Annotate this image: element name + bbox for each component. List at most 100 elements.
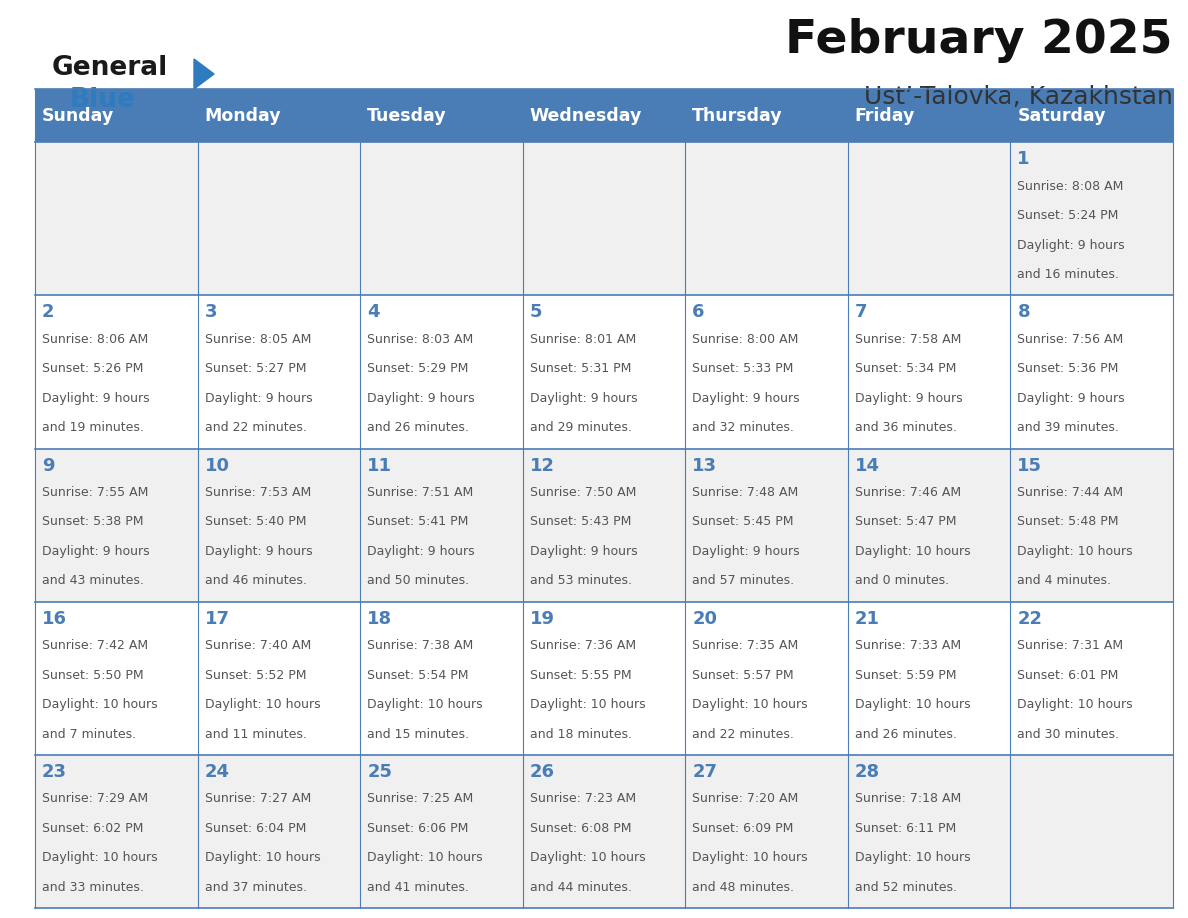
- Text: Sunrise: 7:31 AM: Sunrise: 7:31 AM: [1017, 639, 1124, 652]
- Text: Sunrise: 7:51 AM: Sunrise: 7:51 AM: [367, 486, 473, 499]
- Text: Sunset: 5:55 PM: Sunset: 5:55 PM: [530, 668, 631, 682]
- Text: Sunset: 6:09 PM: Sunset: 6:09 PM: [693, 822, 794, 834]
- Text: 1: 1: [1017, 151, 1030, 168]
- Bar: [685, 142, 848, 296]
- Text: Sunset: 5:43 PM: Sunset: 5:43 PM: [530, 516, 631, 529]
- Text: and 36 minutes.: and 36 minutes.: [855, 421, 956, 434]
- Text: Daylight: 10 hours: Daylight: 10 hours: [204, 698, 321, 711]
- Text: 23: 23: [42, 763, 67, 781]
- Text: 24: 24: [204, 763, 229, 781]
- Bar: [523, 89, 685, 142]
- Bar: [848, 296, 1011, 449]
- Text: Sunrise: 7:50 AM: Sunrise: 7:50 AM: [530, 486, 636, 499]
- Text: Blue: Blue: [70, 87, 135, 113]
- Bar: [360, 755, 523, 908]
- Text: Sunset: 5:26 PM: Sunset: 5:26 PM: [42, 363, 144, 375]
- Text: Sunset: 5:36 PM: Sunset: 5:36 PM: [1017, 363, 1119, 375]
- Bar: [197, 142, 360, 296]
- Text: Monday: Monday: [204, 106, 282, 125]
- Text: and 22 minutes.: and 22 minutes.: [204, 421, 307, 434]
- Text: and 29 minutes.: and 29 minutes.: [530, 421, 632, 434]
- Text: and 50 minutes.: and 50 minutes.: [367, 575, 469, 588]
- Text: and 0 minutes.: and 0 minutes.: [855, 575, 949, 588]
- Bar: [1011, 601, 1173, 755]
- Bar: [685, 89, 848, 142]
- Text: Thursday: Thursday: [693, 106, 783, 125]
- Text: Daylight: 9 hours: Daylight: 9 hours: [204, 545, 312, 558]
- Text: 14: 14: [855, 456, 880, 475]
- Text: Sunrise: 7:53 AM: Sunrise: 7:53 AM: [204, 486, 311, 499]
- Text: and 52 minutes.: and 52 minutes.: [855, 880, 956, 893]
- Text: Sunrise: 7:42 AM: Sunrise: 7:42 AM: [42, 639, 148, 652]
- Text: Saturday: Saturday: [1017, 106, 1106, 125]
- Text: Sunset: 6:01 PM: Sunset: 6:01 PM: [1017, 668, 1119, 682]
- Text: Sunrise: 7:29 AM: Sunrise: 7:29 AM: [42, 792, 148, 805]
- Text: Sunset: 5:24 PM: Sunset: 5:24 PM: [1017, 209, 1119, 222]
- Polygon shape: [194, 59, 214, 89]
- Bar: [1011, 755, 1173, 908]
- Text: and 32 minutes.: and 32 minutes.: [693, 421, 794, 434]
- Text: and 18 minutes.: and 18 minutes.: [530, 728, 632, 741]
- Text: Sunrise: 7:38 AM: Sunrise: 7:38 AM: [367, 639, 473, 652]
- Text: and 48 minutes.: and 48 minutes.: [693, 880, 795, 893]
- Text: Sunrise: 7:58 AM: Sunrise: 7:58 AM: [855, 333, 961, 346]
- Text: Daylight: 9 hours: Daylight: 9 hours: [855, 392, 962, 405]
- Text: 8: 8: [1017, 304, 1030, 321]
- Text: Daylight: 9 hours: Daylight: 9 hours: [42, 545, 150, 558]
- Text: 18: 18: [367, 610, 392, 628]
- Text: Sunset: 5:41 PM: Sunset: 5:41 PM: [367, 516, 468, 529]
- Bar: [685, 449, 848, 601]
- Bar: [685, 296, 848, 449]
- Text: Sunset: 5:33 PM: Sunset: 5:33 PM: [693, 363, 794, 375]
- Bar: [523, 449, 685, 601]
- Text: and 15 minutes.: and 15 minutes.: [367, 728, 469, 741]
- Text: 17: 17: [204, 610, 229, 628]
- Bar: [685, 755, 848, 908]
- Bar: [848, 449, 1011, 601]
- Text: Sunset: 5:59 PM: Sunset: 5:59 PM: [855, 668, 956, 682]
- Text: and 41 minutes.: and 41 minutes.: [367, 880, 469, 893]
- Text: Sunrise: 7:18 AM: Sunrise: 7:18 AM: [855, 792, 961, 805]
- Text: Daylight: 10 hours: Daylight: 10 hours: [204, 851, 321, 864]
- Bar: [360, 449, 523, 601]
- Text: 27: 27: [693, 763, 718, 781]
- Text: Daylight: 10 hours: Daylight: 10 hours: [693, 851, 808, 864]
- Text: Daylight: 10 hours: Daylight: 10 hours: [530, 698, 645, 711]
- Bar: [1011, 449, 1173, 601]
- Text: Sunrise: 7:27 AM: Sunrise: 7:27 AM: [204, 792, 311, 805]
- Text: and 4 minutes.: and 4 minutes.: [1017, 575, 1112, 588]
- Bar: [1011, 89, 1173, 142]
- Text: Sunrise: 7:33 AM: Sunrise: 7:33 AM: [855, 639, 961, 652]
- Text: Sunrise: 7:23 AM: Sunrise: 7:23 AM: [530, 792, 636, 805]
- Text: Daylight: 10 hours: Daylight: 10 hours: [1017, 698, 1133, 711]
- Text: 20: 20: [693, 610, 718, 628]
- Text: Daylight: 9 hours: Daylight: 9 hours: [1017, 392, 1125, 405]
- Text: and 39 minutes.: and 39 minutes.: [1017, 421, 1119, 434]
- Text: 4: 4: [367, 304, 380, 321]
- Text: Sunrise: 7:40 AM: Sunrise: 7:40 AM: [204, 639, 311, 652]
- Text: Sunrise: 7:44 AM: Sunrise: 7:44 AM: [1017, 486, 1124, 499]
- Bar: [360, 142, 523, 296]
- Text: and 43 minutes.: and 43 minutes.: [42, 575, 144, 588]
- Text: Sunrise: 7:56 AM: Sunrise: 7:56 AM: [1017, 333, 1124, 346]
- Text: 9: 9: [42, 456, 55, 475]
- Text: Daylight: 9 hours: Daylight: 9 hours: [204, 392, 312, 405]
- Text: and 33 minutes.: and 33 minutes.: [42, 880, 144, 893]
- Text: 11: 11: [367, 456, 392, 475]
- Text: Daylight: 10 hours: Daylight: 10 hours: [855, 698, 971, 711]
- Text: and 37 minutes.: and 37 minutes.: [204, 880, 307, 893]
- Text: Sunrise: 8:00 AM: Sunrise: 8:00 AM: [693, 333, 798, 346]
- Text: Friday: Friday: [855, 106, 915, 125]
- Text: 7: 7: [855, 304, 867, 321]
- Text: Sunset: 5:54 PM: Sunset: 5:54 PM: [367, 668, 468, 682]
- Text: Daylight: 9 hours: Daylight: 9 hours: [1017, 239, 1125, 252]
- Text: Daylight: 9 hours: Daylight: 9 hours: [367, 545, 475, 558]
- Text: Sunrise: 7:46 AM: Sunrise: 7:46 AM: [855, 486, 961, 499]
- Text: Sunset: 5:50 PM: Sunset: 5:50 PM: [42, 668, 144, 682]
- Text: Sunrise: 8:06 AM: Sunrise: 8:06 AM: [42, 333, 148, 346]
- Text: 2: 2: [42, 304, 55, 321]
- Bar: [197, 296, 360, 449]
- Bar: [34, 601, 197, 755]
- Text: and 22 minutes.: and 22 minutes.: [693, 728, 794, 741]
- Text: and 26 minutes.: and 26 minutes.: [367, 421, 469, 434]
